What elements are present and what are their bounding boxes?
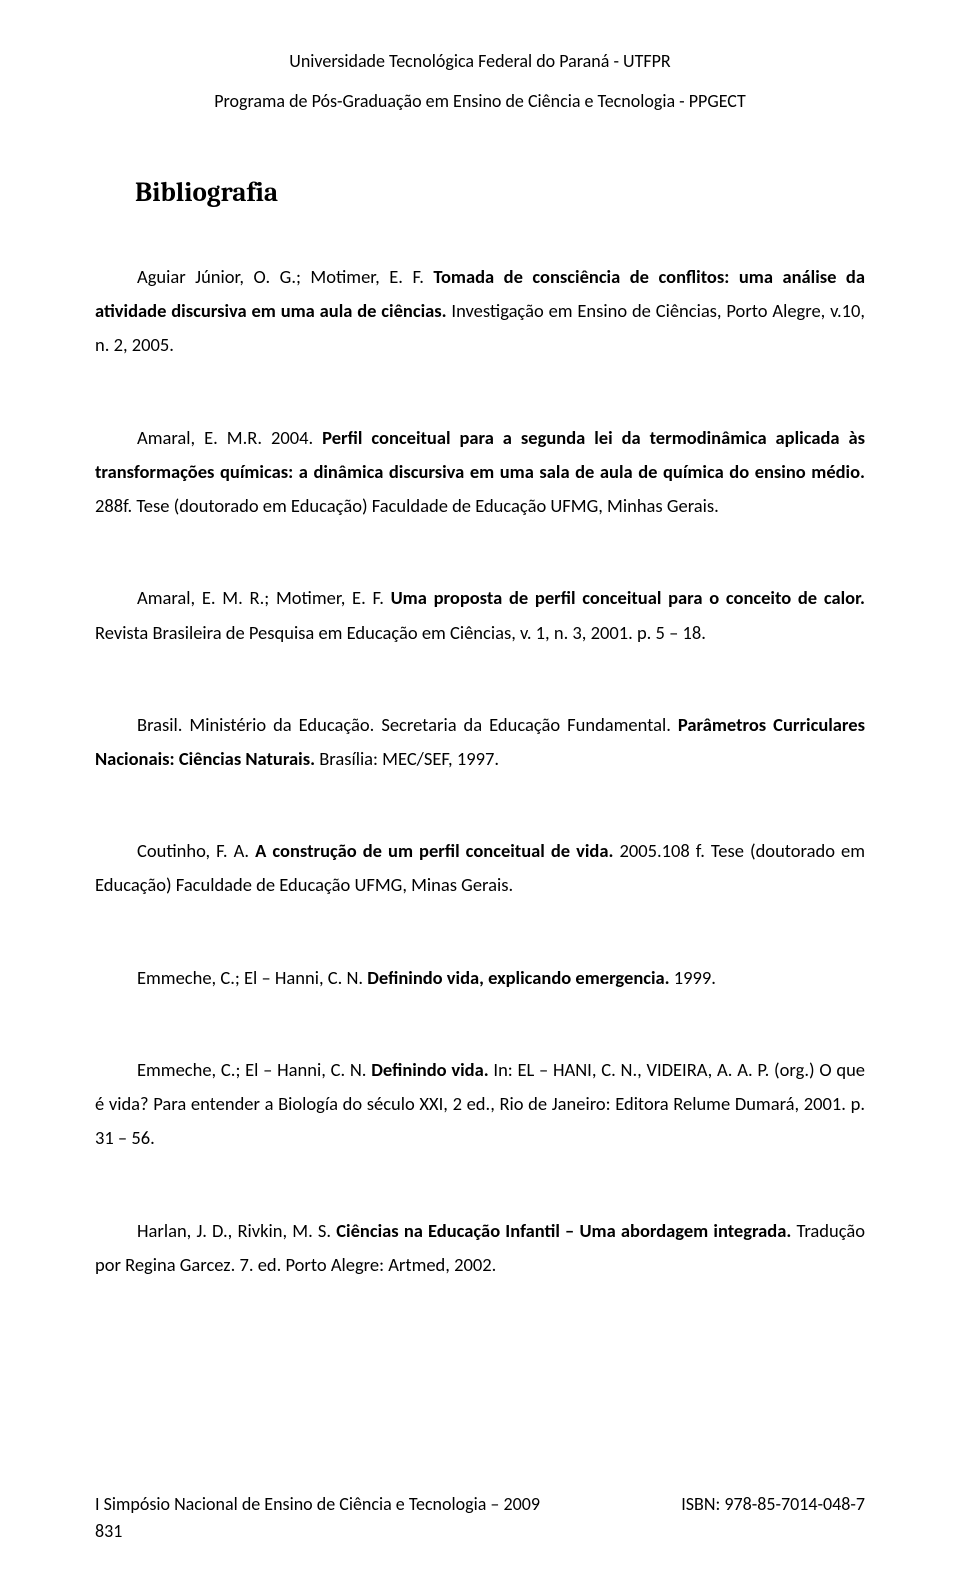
header-institution: Universidade Tecnológica Federal do Para… bbox=[95, 50, 865, 72]
bibliography-entry: Emmeche, C.; El – Hanni, C. N. Definindo… bbox=[95, 961, 865, 995]
entry-title: Definindo vida, explicando emergencia. bbox=[367, 966, 674, 989]
entry-source: 288f. Tese (doutorado em Educação) Facul… bbox=[95, 494, 719, 517]
bibliography-entry: Emmeche, C.; El – Hanni, C. N. Definindo… bbox=[95, 1053, 865, 1156]
entry-author: Amaral, E. M. R.; Motimer, E. F. bbox=[137, 586, 391, 609]
entry-title: Ciências na Educação Infantil – Uma abor… bbox=[336, 1219, 796, 1242]
header-program: Programa de Pós-Graduação em Ensino de C… bbox=[95, 90, 865, 112]
entry-author: Amaral, E. M.R. 2004. bbox=[137, 426, 322, 449]
section-title: Bibliografia bbox=[135, 177, 865, 208]
entry-source: Revista Brasileira de Pesquisa em Educaç… bbox=[95, 621, 706, 644]
bibliography-entry: Harlan, J. D., Rivkin, M. S. Ciências na… bbox=[95, 1214, 865, 1282]
bibliography-entry: Coutinho, F. A. A construção de um perfi… bbox=[95, 834, 865, 902]
entry-source: Brasília: MEC/SEF, 1997. bbox=[319, 747, 499, 770]
entry-author: Emmeche, C.; El – Hanni, C. N. bbox=[137, 966, 367, 989]
bibliography-entry: Amaral, E. M. R.; Motimer, E. F. Uma pro… bbox=[95, 581, 865, 649]
entry-author: Coutinho, F. A. bbox=[137, 839, 255, 862]
entry-title: Uma proposta de perfil conceitual para o… bbox=[391, 586, 865, 609]
entry-author: Aguiar Júnior, O. G.; Motimer, E. F. bbox=[137, 265, 433, 288]
bibliography-entry: Brasil. Ministério da Educação. Secretar… bbox=[95, 708, 865, 776]
entry-source: 1999. bbox=[674, 966, 716, 989]
footer-isbn: ISBN: 978-85-7014-048-7 bbox=[681, 1493, 865, 1515]
bibliography-entry: Amaral, E. M.R. 2004. Perfil conceitual … bbox=[95, 421, 865, 524]
entry-title: A construção de um perfil conceitual de … bbox=[255, 839, 619, 862]
entry-author: Brasil. Ministério da Educação. Secretar… bbox=[137, 713, 678, 736]
page-number: 831 bbox=[95, 1520, 865, 1542]
footer-event: I Simpósio Nacional de Ensino de Ciência… bbox=[95, 1493, 540, 1515]
entry-author: Harlan, J. D., Rivkin, M. S. bbox=[137, 1219, 336, 1242]
bibliography-entry: Aguiar Júnior, O. G.; Motimer, E. F. Tom… bbox=[95, 260, 865, 363]
entry-title: Definindo vida. bbox=[371, 1058, 493, 1081]
page-footer: I Simpósio Nacional de Ensino de Ciência… bbox=[95, 1493, 865, 1542]
entry-author: Emmeche, C.; El – Hanni, C. N. bbox=[137, 1058, 371, 1081]
